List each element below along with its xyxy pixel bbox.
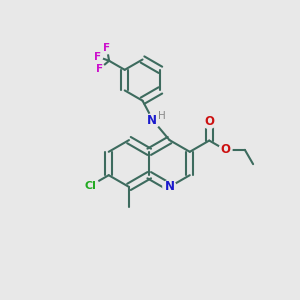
Text: Cl: Cl: [85, 181, 97, 191]
Text: N: N: [164, 180, 175, 194]
Text: H: H: [158, 111, 165, 121]
Text: F: F: [96, 64, 103, 74]
Text: F: F: [103, 44, 110, 53]
Circle shape: [219, 143, 232, 157]
Circle shape: [163, 180, 176, 194]
Text: F: F: [94, 52, 101, 61]
Text: N: N: [147, 114, 157, 127]
Circle shape: [203, 116, 216, 128]
Circle shape: [101, 43, 112, 54]
Text: O: O: [220, 143, 230, 156]
Text: O: O: [204, 116, 214, 128]
Circle shape: [82, 177, 99, 194]
Circle shape: [92, 51, 103, 62]
Circle shape: [94, 64, 105, 74]
Circle shape: [146, 113, 160, 128]
